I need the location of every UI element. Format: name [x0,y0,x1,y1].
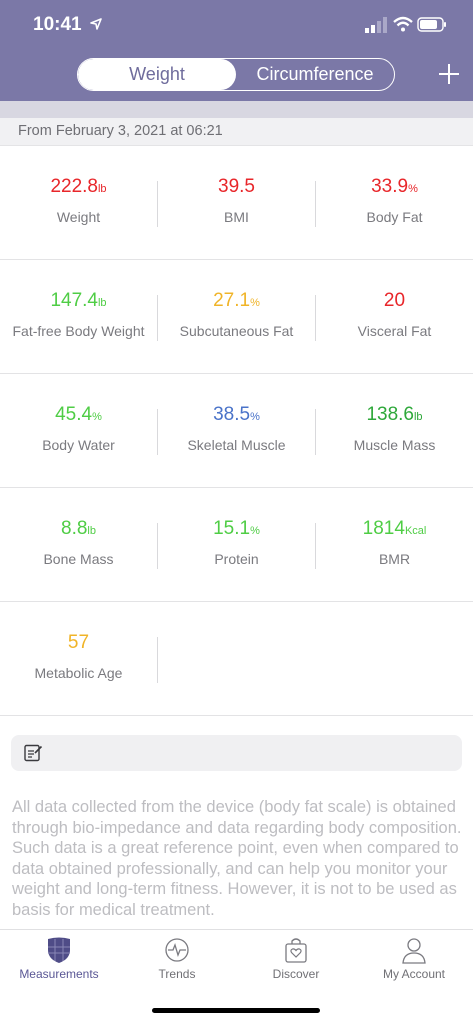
metric-weight[interactable]: 222.8lb Weight [0,146,157,259]
metrics-row: 147.4lb Fat-free Body Weight 27.1% Subcu… [0,260,473,374]
divider [315,181,316,227]
metric-value: 1814Kcal [362,518,427,539]
wifi-icon [393,16,413,32]
divider [157,523,158,569]
tab-label: Discover [272,967,320,981]
metrics-row: 57 Metabolic Age [0,602,473,716]
measurement-date: From February 3, 2021 at 06:21 [18,123,223,139]
header: 10:41 Weight Circumference [0,0,473,101]
metric-value: 138.6lb [366,404,423,425]
metrics-row: 8.8lb Bone Mass 15.1% Protein 1814Kcal B… [0,488,473,602]
tab-bar: Measurements Trends Discover My Account [0,929,473,1023]
tab-label: Trends [158,967,196,981]
disclaimer-text: All data collected from the device (body… [12,798,462,919]
heartbeat-icon [165,938,189,962]
metric-value: 8.8lb [61,518,96,539]
divider [315,523,316,569]
metrics-grid: 222.8lb Weight 39.5 BMI 33.9% Body Fat 1… [0,146,473,716]
metric-value: 39.5 [218,176,255,197]
metric-label: Body Water [42,437,115,453]
bag-icon [285,938,307,963]
header-band [0,101,473,118]
edit-note-icon [24,744,43,762]
divider [157,409,158,455]
tab-trends[interactable]: Trends [118,930,236,990]
metric-value: 45.4% [55,404,102,425]
tab-circumference[interactable]: Circumference [256,64,374,84]
divider [157,181,158,227]
metric-value: 27.1% [213,290,260,311]
metric-value: 38.5% [213,404,260,425]
metric-value: 57 [67,632,90,653]
status-time: 10:41 [33,14,102,36]
tab-label: Measurements [19,967,99,981]
metric-label: Fat-free Body Weight [12,323,145,339]
metric-label: BMI [224,209,249,225]
divider [315,295,316,341]
metric-label: Subcutaneous Fat [179,323,294,339]
metric-label: Body Fat [366,209,423,225]
tab-weight[interactable]: Weight [78,59,236,90]
metric-label: BMR [378,551,411,567]
metric-subcutaneous-fat[interactable]: 27.1% Subcutaneous Fat [158,260,315,373]
metric-fat-free-body-weight[interactable]: 147.4lb Fat-free Body Weight [0,260,157,373]
cellular-signal-icon [365,17,387,33]
metric-label: Skeletal Muscle [187,437,286,453]
metrics-row: 222.8lb Weight 39.5 BMI 33.9% Body Fat [0,146,473,260]
metric-body-fat[interactable]: 33.9% Body Fat [316,146,473,259]
metric-label: Weight [56,209,101,225]
metric-body-water[interactable]: 45.4% Body Water [0,374,157,487]
metric-label: Bone Mass [43,551,114,567]
plus-icon[interactable] [437,62,461,86]
metric-metabolic-age[interactable]: 57 Metabolic Age [0,602,157,715]
date-row: From February 3, 2021 at 06:21 [0,118,473,146]
tab-discover[interactable]: Discover [237,930,355,990]
divider [157,295,158,341]
tab-label: My Account [382,967,446,981]
metric-value: 20 [383,290,406,311]
divider [157,637,158,683]
tab-my-account[interactable]: My Account [355,930,473,990]
metric-bmr[interactable]: 1814Kcal BMR [316,488,473,601]
metric-muscle-mass[interactable]: 138.6lb Muscle Mass [316,374,473,487]
metric-visceral-fat[interactable]: 20 Visceral Fat [316,260,473,373]
shield-icon [48,937,70,963]
tab-measurements[interactable]: Measurements [0,930,118,990]
battery-icon [417,17,446,32]
segmented-control: Weight Circumference [77,58,395,91]
metric-value: 222.8lb [50,176,107,197]
metric-skeletal-muscle[interactable]: 38.5% Skeletal Muscle [158,374,315,487]
metric-label: Visceral Fat [357,323,432,339]
divider [315,409,316,455]
metric-label: Metabolic Age [34,665,123,681]
metrics-row: 45.4% Body Water 38.5% Skeletal Muscle 1… [0,374,473,488]
metric-bmi[interactable]: 39.5 BMI [158,146,315,259]
metric-label: Muscle Mass [353,437,436,453]
status-time-text: 10:41 [33,14,82,35]
home-indicator [152,1008,320,1013]
metric-label: Protein [214,551,259,567]
metric-protein[interactable]: 15.1% Protein [158,488,315,601]
metric-value: 147.4lb [50,290,107,311]
person-icon [402,938,426,964]
metric-value: 33.9% [371,176,418,197]
location-arrow-icon [90,18,102,30]
note-box[interactable] [11,735,462,771]
metric-bone-mass[interactable]: 8.8lb Bone Mass [0,488,157,601]
metric-value: 15.1% [213,518,260,539]
